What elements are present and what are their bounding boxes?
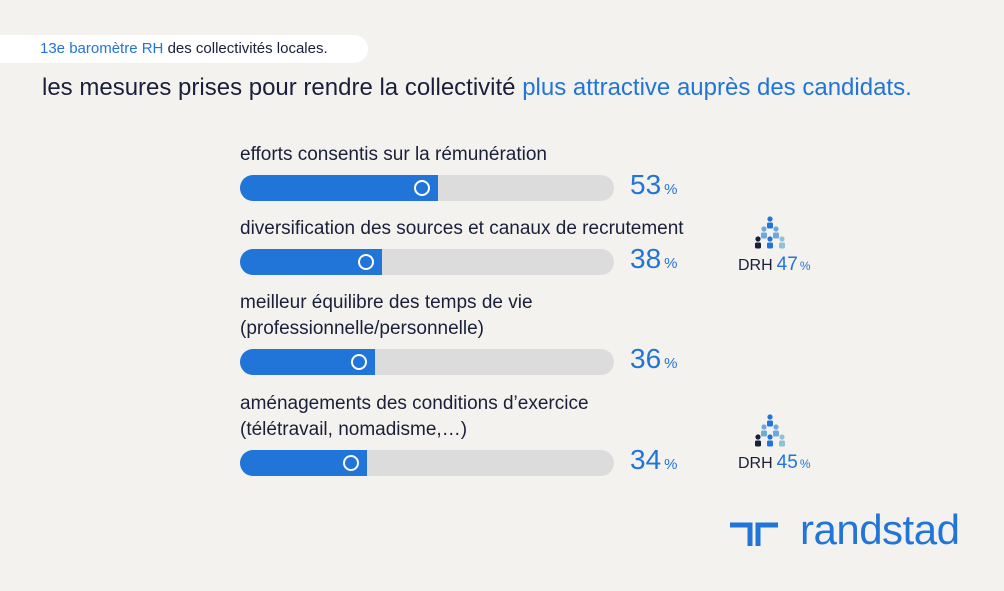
bar-row: efforts consentis sur la rémunération 53%: [240, 142, 720, 201]
people-group-icon: [755, 216, 785, 249]
drh-unit: %: [799, 259, 811, 273]
people-group-icon: [755, 414, 785, 447]
bar-knob-icon: [343, 455, 360, 471]
bar-knob-icon: [358, 254, 375, 270]
bar-row: meilleur équilibre des temps de vie (pro…: [240, 290, 720, 375]
bar-knob-icon: [350, 354, 367, 370]
survey-tag-accent: 13e baromètre RH: [40, 40, 164, 57]
drh-label: DRH: [738, 455, 773, 472]
bar-value-unit: %: [664, 181, 678, 198]
bar-label: meilleur équilibre des temps de vie (pro…: [240, 292, 533, 339]
survey-tag: 13e baromètre RH des collectivités local…: [0, 35, 368, 63]
drh-label: DRH: [738, 257, 773, 274]
drh-label-group: DRH 45%: [738, 452, 810, 474]
randstad-wordmark: randstad: [800, 506, 960, 553]
bar-row: diversification des sources et canaux de…: [240, 216, 720, 275]
drh-unit: %: [799, 457, 811, 471]
bar-container: 34%: [240, 444, 678, 476]
randstad-mark-icon: [730, 522, 778, 546]
randstad-logo: randstad: [728, 506, 968, 556]
bar-value-unit: %: [664, 355, 678, 372]
drh-value: 47: [776, 254, 798, 275]
bar-container: 38%: [240, 243, 678, 275]
bar-knob-icon: [414, 180, 431, 196]
survey-tag-rest: des collectivités locales.: [163, 40, 328, 57]
bar-value-label: 38%: [630, 243, 678, 275]
bar-value-label: 36%: [630, 343, 678, 375]
bar-row: aménagements des conditions d’exercice (…: [240, 391, 720, 476]
bar-value-unit: %: [664, 456, 678, 473]
bar-value: 53: [630, 169, 662, 200]
bar-container: 36%: [240, 343, 678, 375]
bar-value: 38: [630, 243, 662, 274]
drh-label-group: DRH 47%: [738, 254, 810, 276]
bar-label: diversification des sources et canaux de…: [240, 218, 684, 239]
page-title-main: les mesures prises pour rendre la collec…: [42, 74, 523, 101]
bar-container: 53%: [240, 169, 678, 201]
drh-value: 45: [776, 452, 798, 473]
bar-label: efforts consentis sur la rémunération: [240, 144, 547, 165]
bar-value: 36: [630, 343, 662, 374]
bar-label: aménagements des conditions d’exercice (…: [240, 393, 589, 440]
page-title: les mesures prises pour rendre la collec…: [42, 74, 912, 102]
bar-value-label: 34%: [630, 444, 678, 476]
bar-value: 34: [630, 444, 662, 475]
page-title-accent: plus attractive auprès des candidats.: [522, 74, 912, 101]
bar-value-unit: %: [664, 255, 678, 272]
bar-fill: [240, 175, 439, 201]
bar-value-label: 53%: [630, 169, 678, 201]
